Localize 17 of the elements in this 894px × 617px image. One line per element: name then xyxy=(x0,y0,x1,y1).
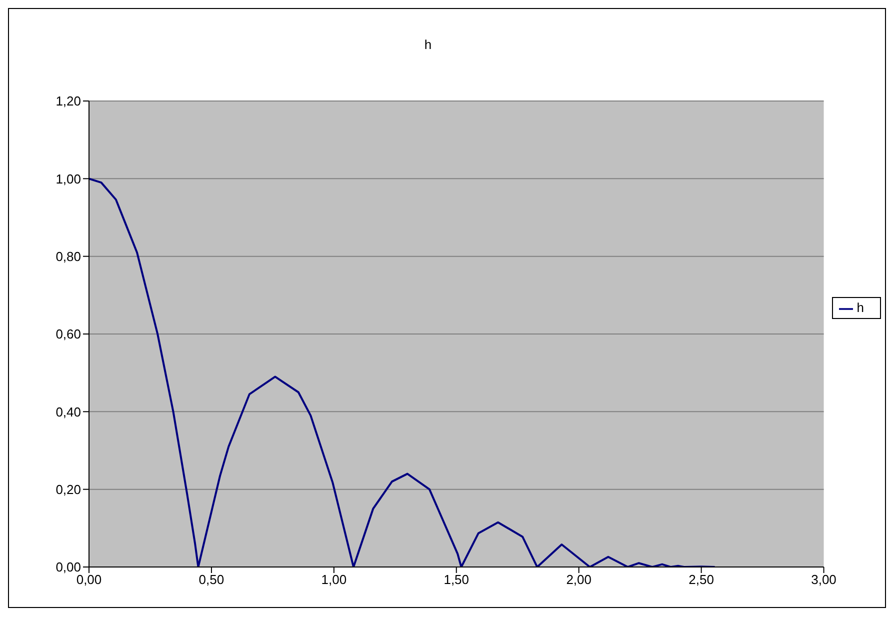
x-tick-label: 1,00 xyxy=(321,572,347,588)
y-tick-label: 0,60 xyxy=(56,326,81,342)
x-tick-label: 1,50 xyxy=(444,572,470,588)
y-tick-label: 1,20 xyxy=(56,94,81,109)
line-series xyxy=(89,178,716,567)
y-tick-label: 1,00 xyxy=(56,171,81,186)
y-tick-label: 0,20 xyxy=(56,482,81,497)
x-tick-label: 0,00 xyxy=(76,572,102,588)
y-tick-label: 0,80 xyxy=(56,248,81,264)
x-tick-label: 2,00 xyxy=(566,572,592,588)
y-tick-label: 0,00 xyxy=(56,560,81,575)
legend-label: h xyxy=(856,300,864,316)
y-tick-label: 0,40 xyxy=(56,404,81,420)
x-tick-label: 2,50 xyxy=(688,572,714,588)
x-tick-label: 3,00 xyxy=(811,572,836,588)
x-tick-label: 0,50 xyxy=(198,572,224,588)
chart-title: h xyxy=(423,37,433,52)
